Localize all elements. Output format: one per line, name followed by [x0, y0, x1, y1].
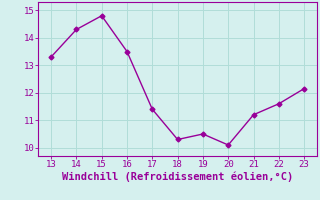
X-axis label: Windchill (Refroidissement éolien,°C): Windchill (Refroidissement éolien,°C) — [62, 172, 293, 182]
